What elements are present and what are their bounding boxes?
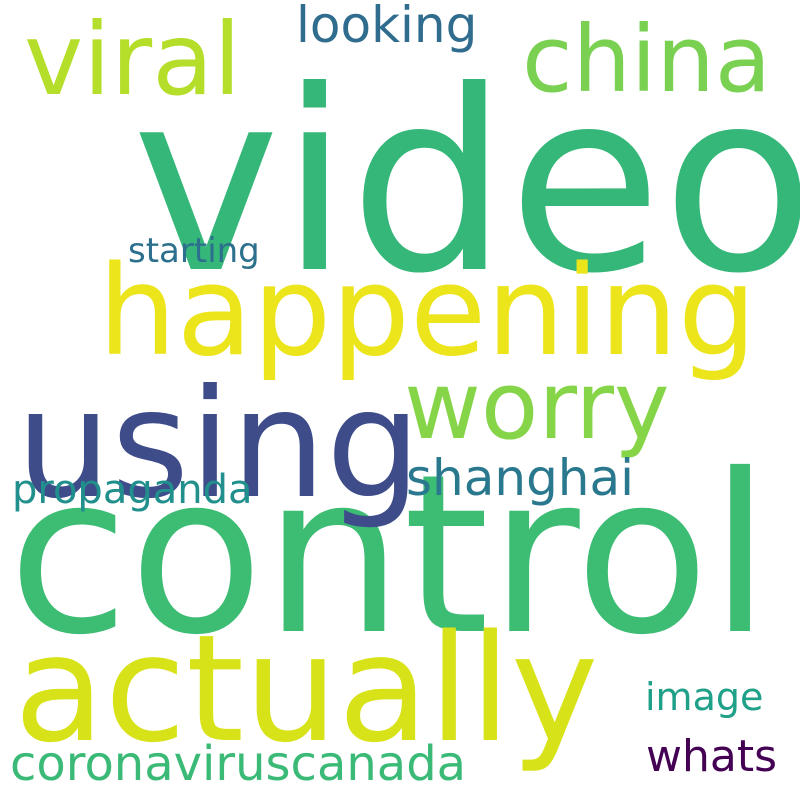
word-propaganda: propaganda — [12, 467, 253, 513]
word-coronaviruscanada: coronaviruscanada — [10, 736, 467, 792]
word-image: image — [645, 675, 764, 719]
word-whats: whats — [646, 731, 778, 782]
word-shanghai: shanghai — [406, 449, 635, 507]
word-happening: happening — [98, 240, 757, 384]
word-using: using — [16, 358, 422, 532]
word-looking: looking — [296, 0, 478, 54]
word-video: video — [132, 37, 800, 328]
word-china: china — [522, 6, 772, 113]
word-control: control — [8, 427, 771, 683]
word-starting: starting — [128, 231, 260, 271]
word-worry: worry — [404, 352, 670, 461]
word-actually: actually — [14, 603, 599, 775]
word-viral: viral — [24, 1, 242, 118]
